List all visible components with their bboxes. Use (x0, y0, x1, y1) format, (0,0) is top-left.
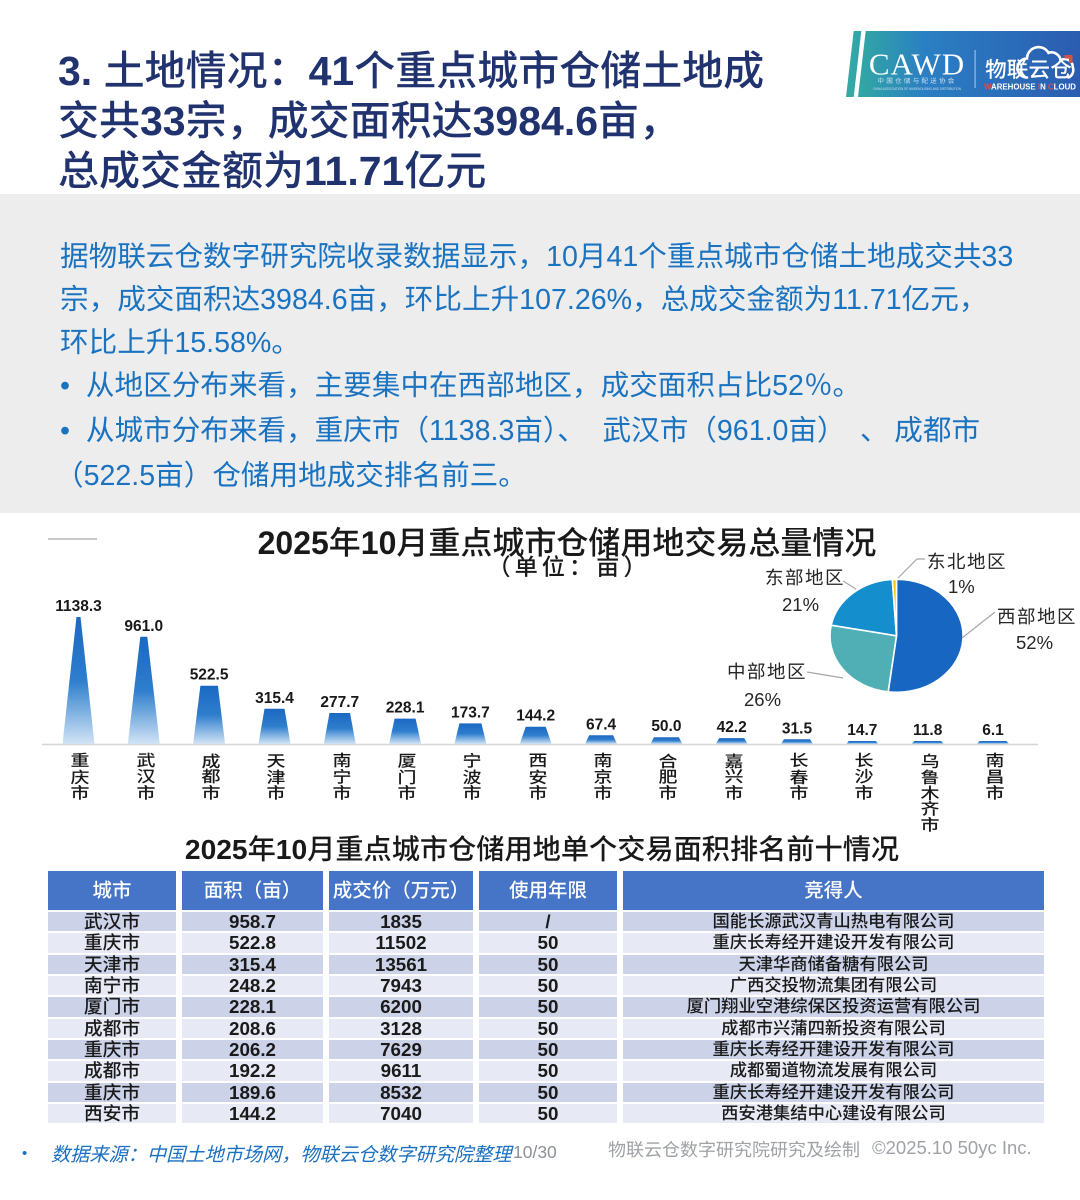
svg-text:228.1: 228.1 (386, 700, 425, 717)
svg-text:物联云仓: 物联云仓 (985, 58, 1072, 82)
svg-text:315.4: 315.4 (255, 690, 294, 707)
svg-text:50.0: 50.0 (651, 718, 681, 735)
svg-text:31.5: 31.5 (782, 720, 813, 737)
svg-text:173.7: 173.7 (451, 704, 490, 721)
svg-text:144.2: 144.2 (516, 708, 555, 725)
svg-text:WAREHOUSE IN CLOUD: WAREHOUSE IN CLOUD (984, 82, 1076, 92)
svg-text:1138.3: 1138.3 (55, 598, 102, 615)
svg-text:CAWD: CAWD (869, 47, 965, 82)
svg-text:CHINA ASSOCIATION OF WAREHOUSI: CHINA ASSOCIATION OF WAREHOUSING AND DIS… (873, 87, 961, 91)
svg-text:277.7: 277.7 (320, 694, 359, 711)
svg-text:中国仓储与配送协会: 中国仓储与配送协会 (877, 77, 956, 85)
svg-text:14.7: 14.7 (847, 722, 877, 739)
svg-text:522.5: 522.5 (190, 667, 229, 684)
svg-text:67.4: 67.4 (586, 716, 617, 733)
svg-text:42.2: 42.2 (717, 719, 747, 736)
svg-text:11.8: 11.8 (913, 722, 943, 739)
svg-text:961.0: 961.0 (124, 618, 163, 635)
svg-text:6.1: 6.1 (982, 722, 1004, 739)
